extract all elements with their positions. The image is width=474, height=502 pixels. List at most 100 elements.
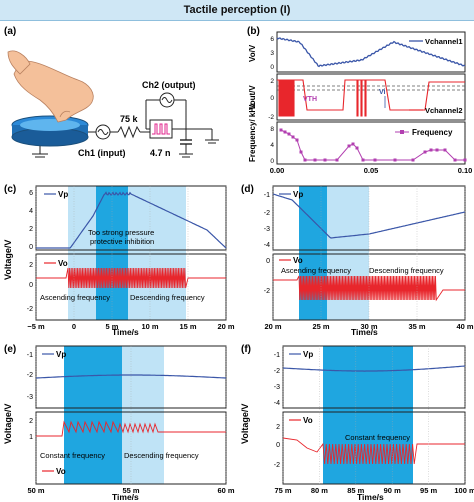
b-ytick-label: 6 — [270, 36, 274, 43]
f-ylabel: Voltage/V — [240, 404, 250, 444]
b-ytick-label: 0 — [270, 64, 274, 71]
b-vth-label: VTH — [303, 96, 317, 103]
f-xtick-label: 90 m — [384, 486, 401, 495]
hand-wrist-icon — [7, 50, 31, 75]
b-vchannel2-line — [277, 79, 465, 117]
b-legend-bot-marker — [400, 130, 404, 134]
b-ylabel-top: Vo/V — [248, 44, 257, 62]
sensor-disk-surface — [20, 119, 80, 131]
d-desc-label: Descending frequency — [369, 266, 444, 275]
c-xtick-label: 0 — [72, 322, 76, 331]
b-frequency-point — [423, 150, 427, 154]
b-frequency-point — [429, 148, 433, 152]
e-xtick-label: 55 m — [122, 486, 139, 495]
c-vo-line — [36, 267, 226, 289]
e-ytick-label: 1 — [29, 434, 33, 441]
b-frequency-point — [279, 128, 283, 132]
f-xtick-label: 75 m — [274, 486, 291, 495]
c-ytick-label: 0 — [29, 282, 33, 289]
e-legend-vo: Vo — [56, 467, 66, 476]
b-frequency-point — [323, 158, 327, 162]
f-ytick-label: -3 — [274, 384, 280, 391]
e-ylabel: Voltage/V — [3, 404, 13, 444]
e-legend-vp: Vp — [56, 350, 66, 359]
e-desc-label: Descending frequency — [124, 451, 199, 460]
c-annot-2: protective inhibition — [90, 237, 154, 246]
c-xtick-label: 20 m — [217, 322, 234, 331]
d-ytick-label: 0 — [266, 258, 270, 265]
d-ytick-label: -2 — [264, 288, 270, 295]
c-ytick-label: 2 — [29, 226, 33, 233]
c-desc-label: Descending frequency — [130, 293, 205, 302]
c-ylabel: Voltage/V — [3, 240, 13, 280]
c-ytick-label: 2 — [29, 262, 33, 269]
panel-a-circuit: (a) Ch1 (input) 75 k Ch2 (output) 4.7 n — [4, 26, 219, 158]
f-xtick-label: 95 m — [420, 486, 437, 495]
d-xtick-label: 35 m — [408, 322, 425, 331]
d-ytick-label: -2 — [264, 210, 270, 217]
c-legend-vo: Vo — [58, 259, 68, 268]
c-ytick-label: 6 — [29, 190, 33, 197]
b-frequency-point — [287, 132, 291, 136]
device-box — [149, 119, 173, 139]
b-ytick-label: 0 — [270, 158, 274, 165]
b-xtick-label: 0.05 — [364, 166, 379, 175]
b-frequency-point — [373, 158, 377, 162]
b-frequency-point — [443, 148, 447, 152]
panel-c-label: (c) — [4, 184, 16, 195]
b-frequency-point — [351, 142, 355, 146]
c-xtick-label: 15 m — [179, 322, 196, 331]
ch1-sine — [97, 129, 109, 135]
b-top-axes — [276, 31, 466, 73]
d-legend-vp: Vp — [293, 190, 303, 199]
b-legend-bot: Frequency — [412, 128, 453, 137]
c-asc-label: Ascending frequency — [40, 293, 110, 302]
panel-b-label: (b) — [247, 26, 260, 37]
ch2-label: Ch2 (output) — [142, 80, 195, 90]
b-frequency-point — [361, 158, 365, 162]
panel-d-label: (d) — [241, 184, 254, 195]
b-ylabel-bot: Frequency/ kHz — [248, 103, 257, 162]
f-ytick-label: -4 — [274, 400, 280, 407]
f-xtick-label: 100 m — [454, 486, 474, 495]
e-ytick-label: -2 — [27, 372, 33, 379]
panel-e-chart: (e) 50 m 55 m 60 m -1 -2 -3 2 1 Constant freque… — [3, 344, 235, 502]
ch2-sine — [161, 97, 173, 103]
finger-nail-icon — [59, 110, 71, 118]
panel-d-chart: (d) 20 m 25 m 30 m 35 m 40 m -1 -2 -3 -4 0 -2 Asce… — [241, 184, 474, 337]
f-bot-axes — [282, 411, 466, 485]
b-ytick-label: -2 — [268, 114, 274, 121]
ch1-label: Ch1 (input) — [78, 148, 126, 158]
b-frequency-point — [453, 158, 457, 162]
c-top-axes — [35, 185, 227, 251]
f-ytick-label: -2 — [274, 368, 280, 375]
b-xtick-label: 0.00 — [270, 166, 285, 175]
b-ytick-label: 0 — [270, 95, 274, 102]
d-ytick-label: -1 — [264, 192, 270, 199]
finger-icon — [13, 60, 94, 123]
e-const-label: Constant frequency — [40, 451, 105, 460]
f-legend-vp: Vp — [303, 350, 313, 359]
d-ytick-label: -3 — [264, 226, 270, 233]
b-ytick-label: 3 — [270, 50, 274, 57]
c-xtick-label: 5 m — [106, 322, 119, 331]
f-legend-vo: Vo — [303, 416, 313, 425]
c-legend-vp: Vp — [58, 190, 68, 199]
b-frequency-point — [291, 135, 295, 139]
e-vo-line — [36, 420, 226, 437]
figure-header: Tactile perception (I) — [0, 0, 474, 21]
figure-title: Tactile perception (I) — [183, 4, 291, 16]
b-frequency-point — [299, 150, 303, 154]
b-vchannel1-line — [276, 37, 466, 68]
c-ytick-label: 4 — [29, 208, 33, 215]
c-ytick-label: -2 — [27, 306, 33, 313]
d-xtick-label: 30 m — [360, 322, 377, 331]
b-frequency-point — [303, 158, 307, 162]
panel-e-label: (e) — [4, 344, 16, 355]
b-frequency-point — [295, 138, 299, 142]
f-vp-line — [282, 365, 466, 372]
f-xlabel: Time/s — [357, 492, 384, 502]
c-xtick-label: 10 m — [141, 322, 158, 331]
b-frequency-point — [411, 158, 415, 162]
d-xlabel: Time/s — [351, 327, 378, 337]
